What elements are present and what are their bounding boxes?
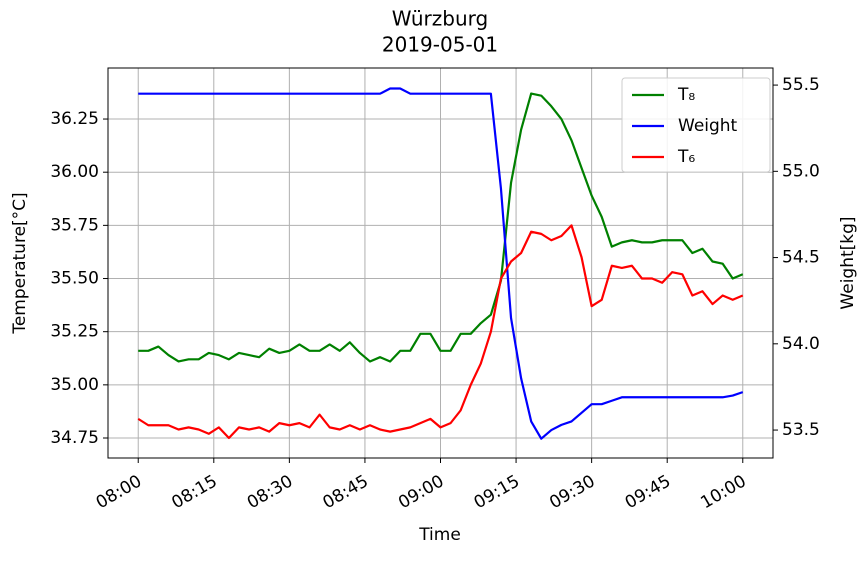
y-tick-label: 34.75 <box>50 428 99 448</box>
x-tick-label: 10:00 <box>697 471 749 513</box>
line-series <box>137 224 744 440</box>
legend-label: T₈ <box>677 85 695 105</box>
legend-label: Weight <box>678 116 738 136</box>
y-tick-label: 35.75 <box>50 215 99 235</box>
x-tick-label: 09:30 <box>546 471 598 513</box>
x-tick-label: 09:00 <box>395 471 447 513</box>
y2-tick-label: 54.0 <box>782 334 820 354</box>
y-tick-label: 35.00 <box>50 375 99 395</box>
x-tick-label: 08:45 <box>319 471 371 513</box>
y2-tick-label: 53.5 <box>782 420 820 440</box>
y-tick-label: 36.25 <box>50 109 99 129</box>
x-tick-label: 08:00 <box>93 471 145 513</box>
y2-tick-label: 55.0 <box>782 161 820 181</box>
legend-box <box>621 77 771 173</box>
chart-subtitle: 2019-05-01 <box>382 33 498 57</box>
y-tick-label: 35.50 <box>50 269 99 289</box>
x-tick-label: 09:45 <box>622 471 674 513</box>
plot-frame <box>107 67 774 459</box>
x-tick-label: 08:30 <box>244 471 296 513</box>
y-axis-label: Temperature[°C] <box>10 192 30 334</box>
line-series <box>138 87 744 440</box>
x-tick-label: 08:15 <box>168 471 220 513</box>
y2-tick-label: 55.5 <box>782 75 820 95</box>
legend-label: T₆ <box>677 147 695 167</box>
y2-tick-label: 54.5 <box>782 248 820 268</box>
x-axis-label: Time <box>418 525 461 545</box>
y-tick-label: 36.00 <box>50 162 99 182</box>
y-tick-label: 35.25 <box>50 322 99 342</box>
y2-axis-label: Weight[kg] <box>838 216 858 309</box>
line-series <box>138 92 744 363</box>
x-tick-label: 09:15 <box>471 471 523 513</box>
chart-title: Würzburg <box>392 7 488 31</box>
